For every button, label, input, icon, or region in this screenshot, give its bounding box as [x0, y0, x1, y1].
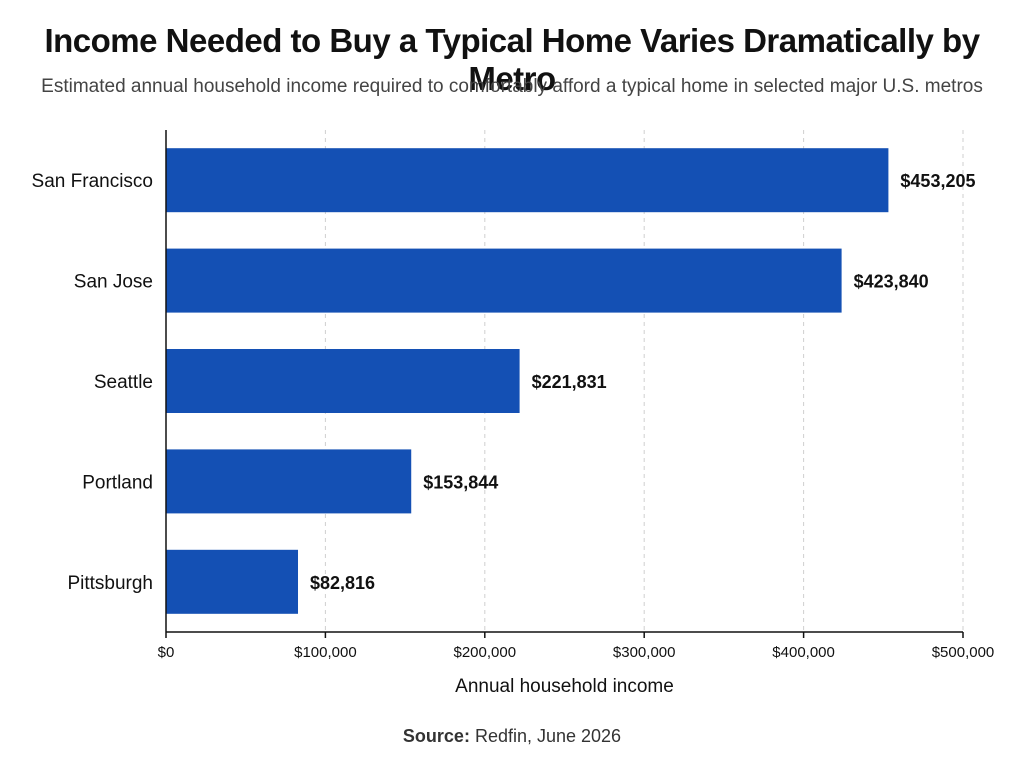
value-label: $82,816 — [310, 573, 375, 593]
bar-pittsburgh — [166, 549, 299, 614]
category-label: San Francisco — [32, 171, 153, 192]
bar-san-jose — [166, 248, 842, 313]
x-axis-title: Annual household income — [455, 676, 674, 697]
x-tick-label: $300,000 — [613, 644, 676, 661]
category-label: Pittsburgh — [67, 573, 153, 594]
x-tick-label: $500,000 — [932, 644, 995, 661]
value-label: $153,844 — [423, 472, 498, 492]
value-label: $221,831 — [532, 372, 607, 392]
value-label: $453,205 — [900, 171, 975, 191]
bar-san-francisco — [166, 148, 889, 213]
category-label: Seattle — [94, 372, 153, 393]
category-label: San Jose — [74, 272, 153, 293]
chart-title: Income Needed to Buy a Typical Home Vari… — [44, 22, 980, 97]
chart-subtitle: Estimated annual household income requir… — [41, 76, 983, 97]
x-tick-label: $400,000 — [772, 644, 835, 661]
source-note: Source: Redfin, June 2026 — [0, 726, 1024, 747]
x-tick-label: $100,000 — [294, 644, 357, 661]
value-label: $423,840 — [854, 272, 929, 292]
x-tick-label: $200,000 — [454, 644, 517, 661]
source-label: Source: — [402, 726, 470, 746]
source-text: Redfin, June 2026 — [469, 726, 622, 746]
bar-portland — [166, 449, 412, 514]
x-tick-label: $0 — [158, 644, 175, 661]
bars — [166, 148, 889, 614]
category-label: Portland — [82, 472, 153, 493]
bar-seattle — [166, 349, 520, 413]
labels: $0 $100,000 $200,000 $300,000 $400,000 $500,0… — [32, 171, 995, 661]
